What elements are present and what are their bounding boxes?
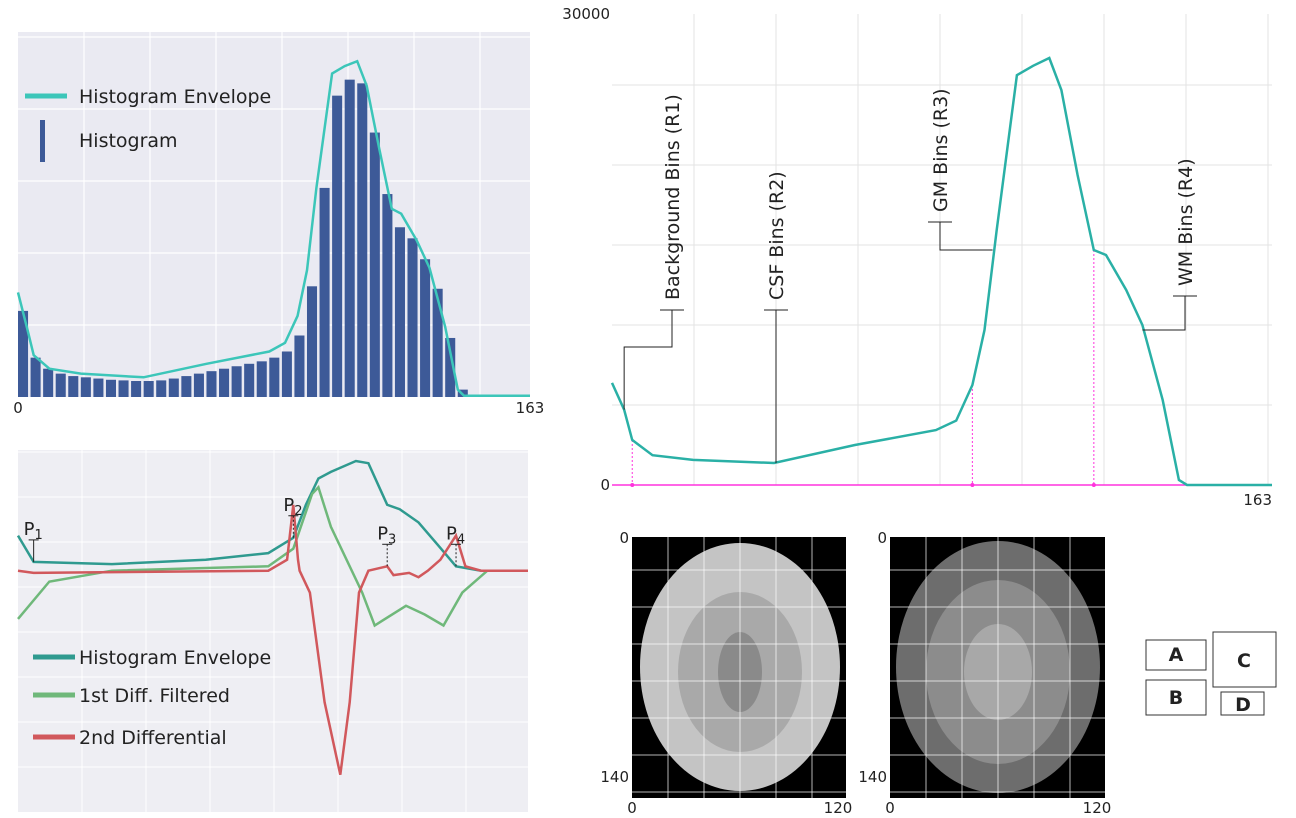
bar (357, 83, 367, 397)
bar (206, 371, 216, 397)
region-label: CSF Bins (R2) (766, 171, 788, 300)
bar (294, 336, 304, 398)
image-x-tick: 120 (824, 799, 853, 817)
bar (232, 366, 242, 397)
bar (181, 376, 191, 397)
bar (407, 238, 417, 397)
legend-label: 1st Diff. Filtered (79, 685, 230, 707)
bar (56, 374, 66, 397)
legend-label: Histogram Envelope (79, 86, 271, 108)
annotation-text: P (283, 495, 294, 516)
bar (131, 381, 141, 397)
bar (194, 374, 204, 397)
box-label: C (1237, 650, 1251, 672)
legend-label: 2nd Differential (79, 727, 227, 749)
bar (420, 259, 430, 397)
annotation-subscript: 2 (294, 504, 302, 519)
image-y-tick: 140 (600, 768, 629, 786)
bar (332, 96, 342, 397)
region-label: GM Bins (R3) (930, 88, 952, 212)
bar (119, 380, 129, 397)
legend-label: Histogram (79, 130, 178, 152)
bar (43, 369, 53, 397)
bar (269, 358, 279, 397)
annotation-text: P (446, 523, 457, 544)
image-x-tick: 0 (885, 799, 895, 817)
bar (81, 377, 91, 397)
box-label: B (1169, 687, 1183, 709)
legend-label: Histogram Envelope (79, 647, 271, 669)
bar (370, 133, 380, 397)
region-label: Background Bins (R1) (662, 94, 684, 300)
image-y-tick: 140 (858, 768, 887, 786)
bar (257, 361, 267, 397)
annotation-subscript: 4 (457, 532, 465, 547)
bar (156, 380, 166, 397)
bar (345, 80, 355, 397)
annotation-subscript: 3 (388, 532, 396, 547)
bar (144, 381, 154, 397)
x-tick-label: 163 (516, 399, 545, 417)
region-pointer (940, 222, 993, 250)
region-label: WM Bins (R4) (1175, 158, 1197, 286)
bar (320, 188, 330, 397)
x-tick-label: 0 (13, 399, 23, 417)
bar (219, 369, 229, 397)
bar (382, 194, 392, 397)
bar (244, 364, 254, 397)
annotation-subscript: 1 (35, 528, 43, 543)
box-label: D (1235, 694, 1251, 716)
box-label: A (1169, 644, 1184, 666)
bar (433, 289, 443, 397)
image-y-tick: 0 (877, 529, 887, 547)
image-x-tick: 120 (1083, 799, 1112, 817)
label-boxes: A B C D (1146, 632, 1276, 716)
image-x-tick: 0 (627, 799, 637, 817)
y-tick-label: 0 (600, 476, 610, 494)
x-tick-label: 163 (1243, 491, 1272, 509)
bar (395, 227, 405, 397)
annotation-text: P (377, 523, 388, 544)
plot-background (18, 450, 528, 812)
bar (282, 351, 292, 397)
bar (31, 358, 41, 397)
bar (169, 379, 179, 397)
y-tick-label: 30000 (562, 5, 610, 23)
legend-swatch (40, 120, 45, 162)
image-y-tick: 0 (619, 529, 629, 547)
bar (68, 376, 78, 397)
annotation-text: P (24, 519, 35, 540)
bar (307, 286, 317, 397)
bar (93, 379, 103, 397)
figure: A B C D 0 163 Histogram Envelope Histogram H… (0, 0, 1296, 818)
bar (106, 380, 116, 397)
